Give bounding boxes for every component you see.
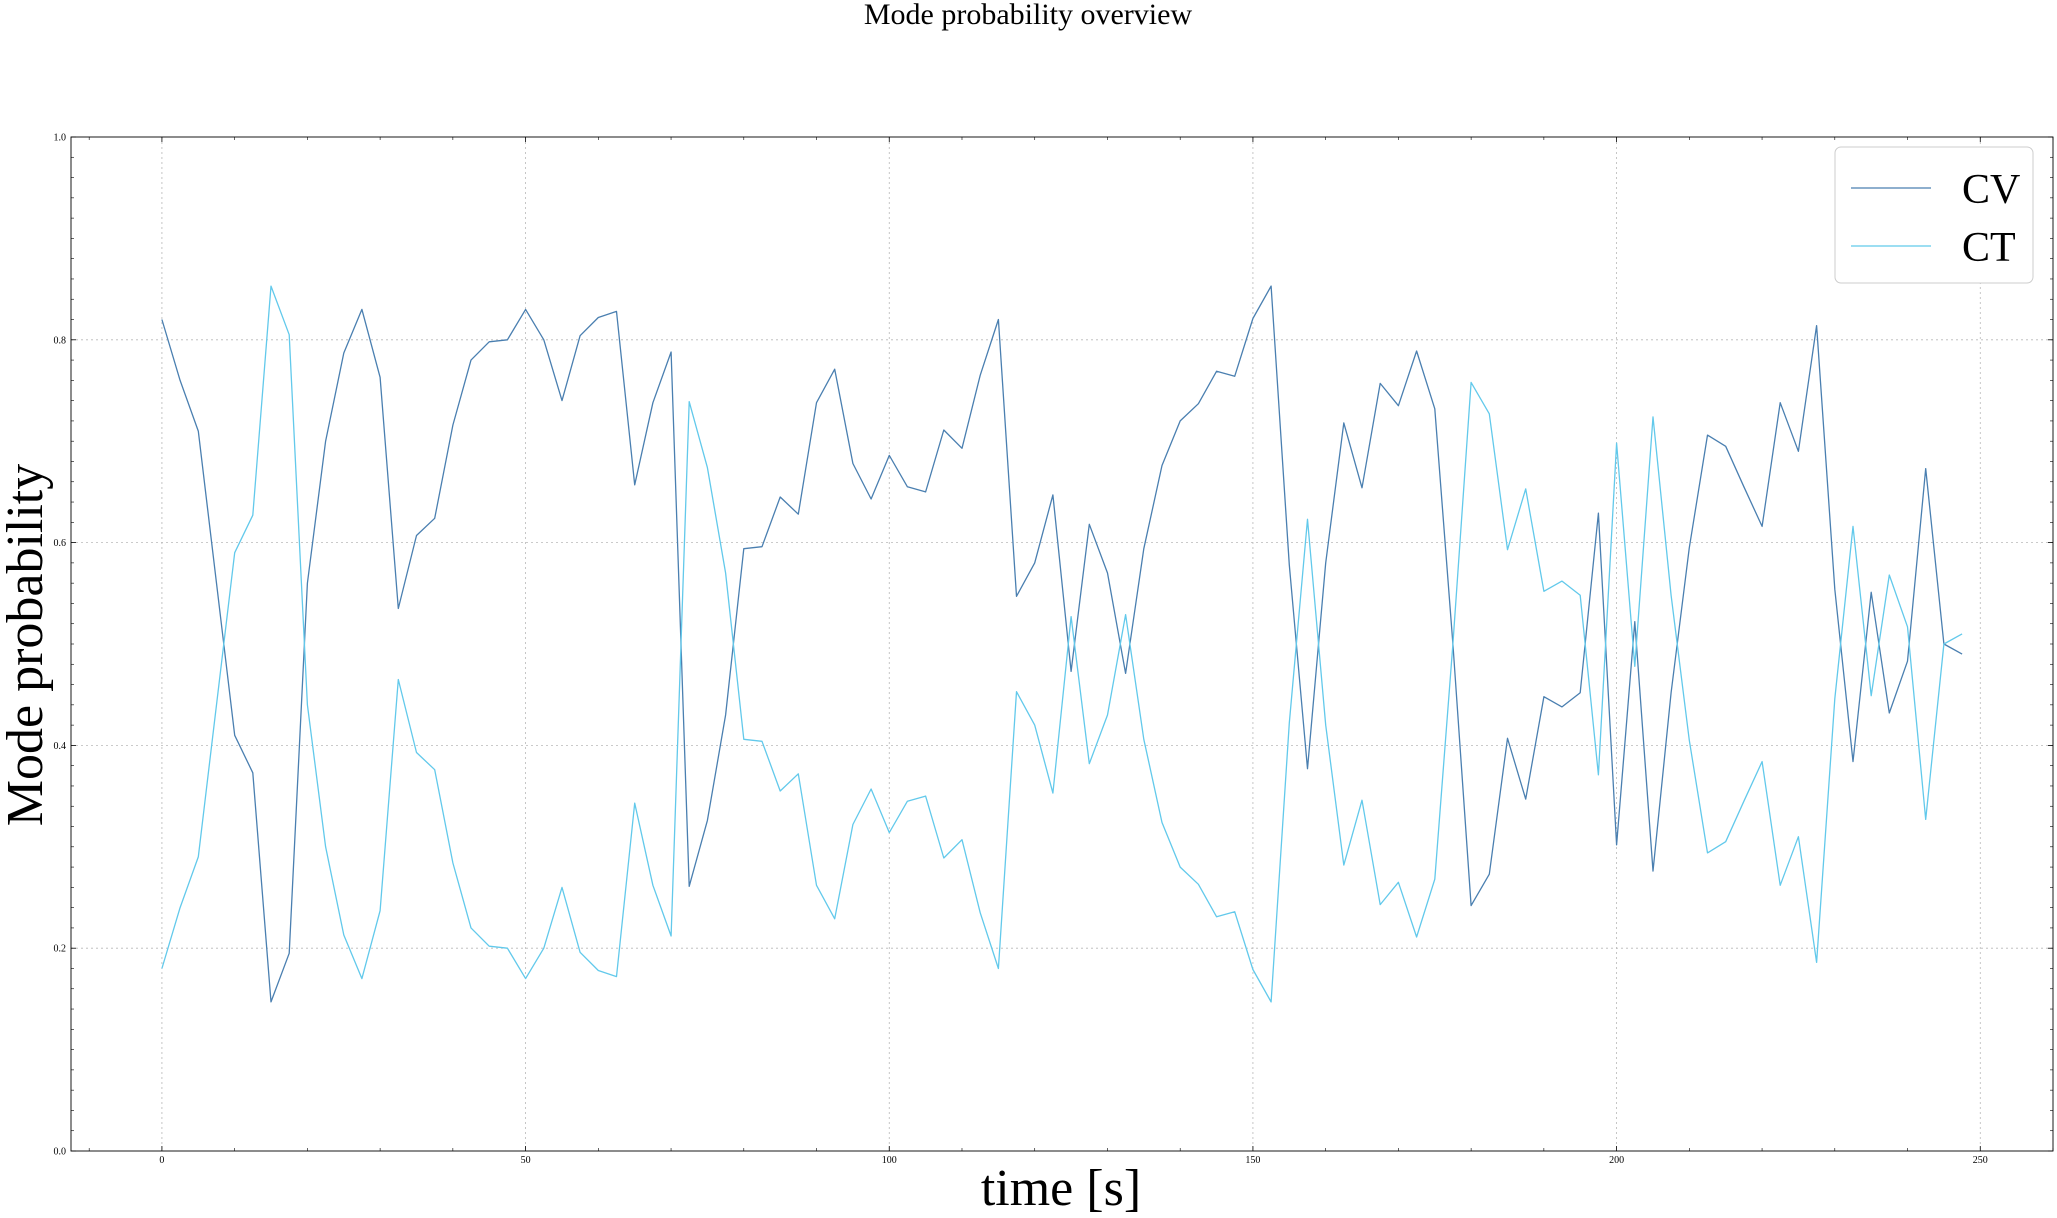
x-axis-label: time [s]	[981, 1160, 1141, 1217]
grid	[71, 137, 2053, 1151]
x-tick-label: 100	[882, 1155, 897, 1166]
series-line-ct	[161, 285, 1963, 1003]
plot-frame	[70, 136, 2054, 1152]
chart-title: Mode probability overview	[864, 0, 1193, 31]
y-axis-label: Mode probability	[0, 464, 54, 827]
series-line-cv	[161, 285, 1963, 1003]
y-tick-label: 0.6	[54, 538, 67, 549]
y-tick-label: 0.0	[54, 1147, 67, 1158]
legend-label-cv: CV	[1962, 167, 2020, 213]
y-tick-label: 0.4	[54, 741, 67, 752]
x-tick-label: 200	[1609, 1155, 1624, 1166]
data-series	[161, 285, 1963, 1003]
x-tick-label: 0	[159, 1155, 164, 1166]
y-tick-label: 0.2	[54, 944, 67, 955]
axis-ticks: 0 50 100 150 200 250 0.0 0.2 0.4 0.6 0.8 1.0	[54, 133, 2054, 1166]
legend-label-ct: CT	[1962, 225, 2016, 271]
x-tick-label: 150	[1245, 1155, 1260, 1166]
x-tick-label: 50	[521, 1155, 531, 1166]
y-tick-label: 0.8	[54, 335, 67, 346]
x-tick-label: 250	[1973, 1155, 1988, 1166]
y-tick-label: 1.0	[54, 133, 67, 144]
legend: CV CT	[1834, 146, 2034, 284]
legend-box	[1834, 146, 2034, 284]
